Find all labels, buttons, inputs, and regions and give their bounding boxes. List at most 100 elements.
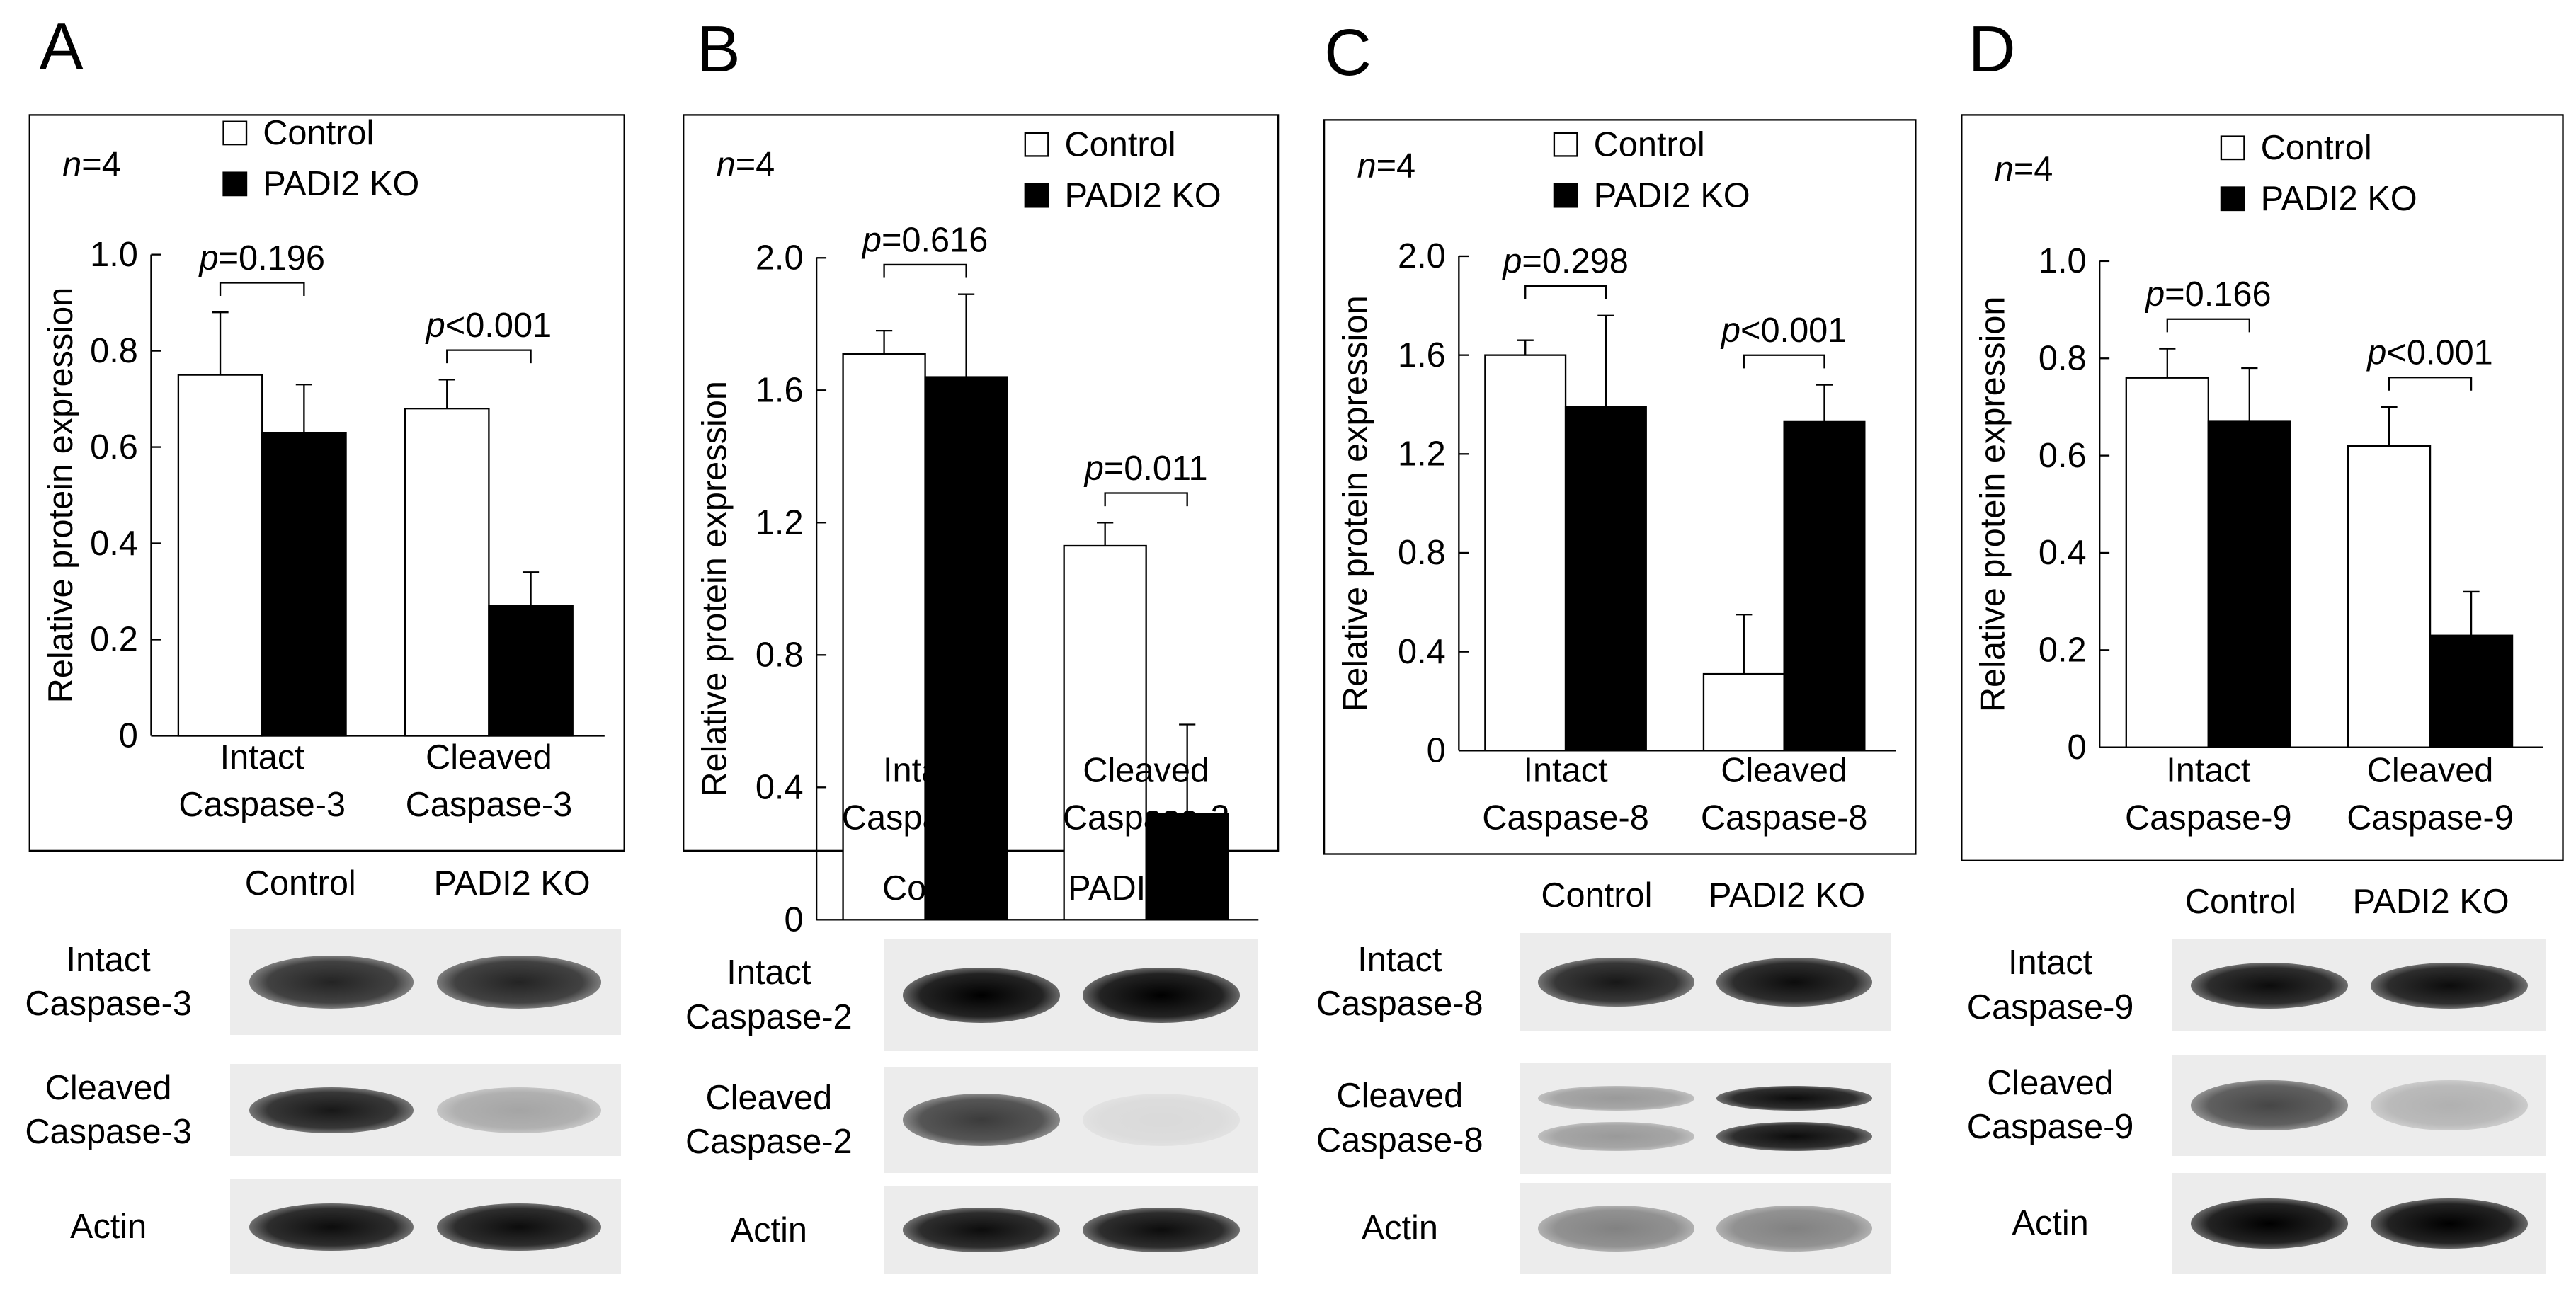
blot-row-label-line: Cleaved [1987,1063,2114,1102]
p-value-label: p<0.001 [1720,311,1847,350]
blot-band [1082,1094,1240,1147]
y-tick-label: 1.2 [756,504,804,542]
legend-swatch [2220,186,2245,212]
blot-row-label: Intact Caspase-9 [1951,941,2148,1029]
bar [842,353,926,921]
blot-strip [229,1064,622,1157]
y-tick-label: 0.6 [2039,437,2087,475]
bar [2207,420,2291,748]
blot-strip [884,1186,1259,1275]
legend-label: PADI2 KO [263,165,419,203]
bar [261,432,347,737]
y-tick-label: 2.0 [1398,237,1446,275]
panel-letter: B [696,12,741,86]
blot-band [2370,1198,2528,1249]
blot-lane-header: Control [2184,882,2296,921]
chart-frame [1323,119,1917,855]
blot-band [1716,1206,1873,1252]
significance-bracket [1524,285,1607,299]
legend-swatch [1024,183,1049,208]
blot-band [2190,1198,2348,1249]
category-label: Cleaved [426,738,552,777]
significance-bracket [883,263,967,278]
blot-strip [1520,1063,1891,1174]
blot-row-label-line: Caspase-3 [25,1113,192,1152]
blot-row-label-line: Caspase-2 [685,1123,853,1162]
y-tick-label: 0.2 [2039,631,2087,670]
blot-row-label-line: Caspase-9 [1966,1108,2134,1147]
blot-band [249,1203,414,1251]
blot-row-label: Actin [1951,1201,2148,1246]
blot-row-label-line: Cleaved [45,1068,172,1107]
y-tick-label: 0.4 [756,769,804,807]
category-label: Caspase-2 [1063,799,1230,837]
blot-band [437,956,602,1009]
blot-row-label-line: Caspase-8 [1316,985,1483,1024]
blot-row-label-line: Intact [726,954,811,992]
y-tick-label: 0.4 [1398,633,1446,671]
blot-band [1538,1206,1694,1252]
legend-label: PADI2 KO [1064,176,1221,214]
blot-strip [884,939,1259,1051]
y-tick-label: 0 [2068,728,2087,767]
y-tick-label: 0.8 [90,332,138,370]
blot-row-label-line: Intact [2008,944,2093,983]
category-label: Caspase-3 [406,786,573,824]
blot-band [902,1208,1060,1253]
blot-row-label: Cleaved Caspase-8 [1301,1074,1498,1162]
bar [924,376,1008,921]
y-tick-label: 1.2 [1398,435,1446,474]
blot-band [1538,1086,1694,1111]
p-value-label: p<0.001 [2366,334,2492,372]
category-label: Intact [1523,751,1608,789]
n-label: n=4 [717,145,775,183]
legend-swatch [222,171,248,197]
blot-row-label: Actin [10,1205,207,1249]
p-value-label: p=0.616 [861,221,988,259]
blot-band [437,1087,602,1133]
y-tick-label: 0.4 [2039,534,2087,572]
blot-row-label-line: Caspase-9 [1966,988,2134,1027]
blot-row-label-line: Caspase-2 [685,998,853,1037]
legend-swatch [1024,132,1049,157]
bar [404,408,490,737]
y-tick-label: 0.8 [1398,534,1446,572]
bar [2125,377,2209,748]
category-label: Caspase-8 [1482,799,1649,837]
bar [1063,544,1147,921]
blot-row-label: Actin [671,1208,867,1253]
p-value-label: p<0.001 [425,307,552,345]
p-value-label: p=0.298 [1501,242,1628,280]
y-tick-label: 1.6 [1398,336,1446,374]
blot-row-label-line: Caspase-3 [25,985,192,1024]
blot-strip [884,1067,1259,1173]
blot-row-label-line: Actin [1361,1209,1438,1248]
legend-swatch [1553,183,1578,208]
blot-row-label-line: Actin [730,1210,807,1249]
blot-lane-header: Control [882,869,993,908]
blot-band [2190,962,2348,1009]
category-label: Cleaved [2367,751,2494,789]
blot-band [249,1087,414,1133]
blot-band [1716,957,1873,1007]
blot-lane-header: PADI2 KO [2352,882,2509,921]
blot-strip [229,929,622,1035]
chart-frame [1961,114,2564,861]
blot-row-label: Intact Caspase-2 [671,951,867,1039]
bar [1564,406,1647,752]
bar [2347,445,2432,748]
legend-swatch [222,120,248,146]
bar [488,605,574,737]
significance-bracket [1104,492,1188,507]
legend-label: Control [1064,125,1175,164]
blot-row-label: Intact Caspase-3 [10,938,207,1026]
blot-strip [2172,1172,2547,1275]
blot-strip [2172,1054,2547,1157]
category-label: Caspase-9 [2347,799,2514,837]
chart-frame [683,114,1280,852]
legend-label: PADI2 KO [1594,176,1750,214]
blot-row-label-line: Caspase-8 [1316,1121,1483,1160]
blot-band [902,1094,1060,1147]
y-tick-label: 0 [119,717,138,755]
